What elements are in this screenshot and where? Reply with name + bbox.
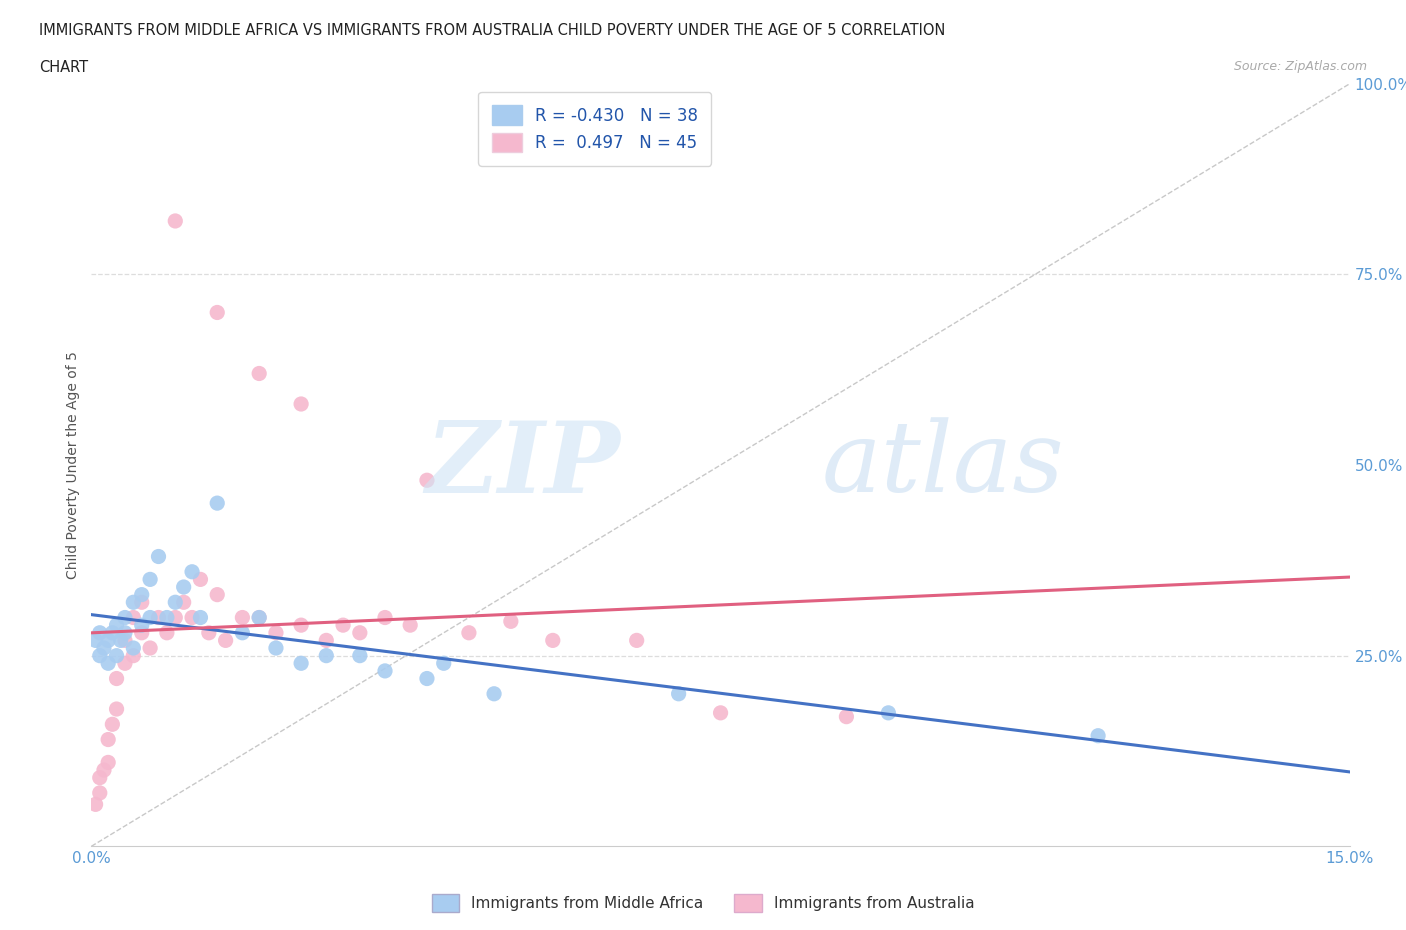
Point [114,610,136,625]
Point [835,710,858,724]
Point [482,686,505,701]
Point [122,648,145,663]
Point [165,595,187,610]
Point [181,565,204,579]
Point [89,786,111,801]
Point [101,717,124,732]
Point [626,633,648,648]
Point [247,366,270,381]
Point [332,618,354,632]
Point [84,797,107,812]
Point [499,614,522,629]
Point [231,610,253,625]
Point [433,656,456,671]
Point [264,641,287,656]
Point [374,663,396,678]
Point [349,625,371,640]
Point [374,610,396,625]
Point [101,625,124,640]
Point [205,305,228,320]
Point [84,633,107,648]
Point [457,625,479,640]
Point [190,572,212,587]
Point [114,656,136,671]
Point [122,641,145,656]
Point [148,610,170,625]
Point [105,671,128,686]
Point [105,701,128,716]
Point [93,641,115,656]
Point [349,648,371,663]
Point [290,618,312,632]
Point [190,610,212,625]
Point [139,641,162,656]
Point [416,671,439,686]
Point [541,633,564,648]
Point [416,472,439,487]
Point [93,763,115,777]
Y-axis label: Child Poverty Under the Age of 5: Child Poverty Under the Age of 5 [66,351,80,579]
Point [97,732,120,747]
Point [173,595,195,610]
Point [247,610,270,625]
Point [877,706,900,721]
Text: CHART: CHART [39,60,89,75]
Point [399,618,422,632]
Legend: R = -0.430   N = 38, R =  0.497   N = 45: R = -0.430 N = 38, R = 0.497 N = 45 [478,92,711,166]
Text: ZIP: ZIP [425,417,620,513]
Point [247,610,270,625]
Point [165,214,187,229]
Point [97,633,120,648]
Point [122,610,145,625]
Point [173,579,195,594]
Point [89,625,111,640]
Point [156,610,179,625]
Point [315,633,337,648]
Point [231,625,253,640]
Point [165,610,187,625]
Point [315,648,337,663]
Point [131,618,153,632]
Point [264,625,287,640]
Point [205,496,228,511]
Point [198,625,221,640]
Point [97,755,120,770]
Point [97,656,120,671]
Point [290,396,312,411]
Point [1087,728,1109,743]
Point [139,610,162,625]
Point [89,770,111,785]
Legend: Immigrants from Middle Africa, Immigrants from Australia: Immigrants from Middle Africa, Immigrant… [426,888,980,918]
Text: atlas: atlas [821,418,1064,512]
Point [131,625,153,640]
Point [214,633,236,648]
Point [131,587,153,602]
Point [205,587,228,602]
Point [139,572,162,587]
Point [114,633,136,648]
Point [131,595,153,610]
Point [156,625,179,640]
Point [122,595,145,610]
Point [89,648,111,663]
Text: Source: ZipAtlas.com: Source: ZipAtlas.com [1233,60,1367,73]
Point [668,686,690,701]
Text: IMMIGRANTS FROM MIDDLE AFRICA VS IMMIGRANTS FROM AUSTRALIA CHILD POVERTY UNDER T: IMMIGRANTS FROM MIDDLE AFRICA VS IMMIGRA… [39,23,946,38]
Point [110,633,132,648]
Point [709,706,731,721]
Point [105,648,128,663]
Point [148,549,170,564]
Point [114,625,136,640]
Point [290,656,312,671]
Point [181,610,204,625]
Point [105,618,128,632]
